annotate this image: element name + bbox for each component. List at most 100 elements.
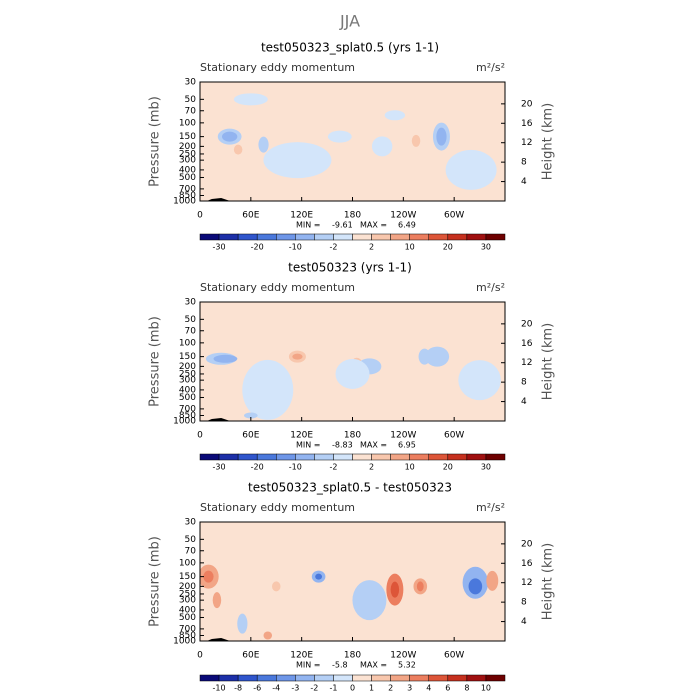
colorbar-box — [218, 674, 239, 682]
min-value: -9.61 — [332, 221, 353, 230]
min-label: MIN = — [296, 441, 321, 450]
topography — [206, 638, 231, 641]
colorbar-box — [314, 233, 334, 241]
colorbar-label: -10 — [289, 243, 302, 252]
colorbar-label: -6 — [253, 684, 261, 693]
y-tick-label: 100 — [179, 558, 196, 568]
y-tick-label: 250 — [179, 149, 196, 159]
colorbar-label: 6 — [445, 684, 450, 693]
colorbar-label: -1 — [329, 684, 337, 693]
y-tick-label: 1000 — [173, 637, 196, 647]
x-tick-label: 180 — [344, 431, 361, 441]
colorbar-box — [466, 674, 487, 682]
x-tick-label: 180 — [344, 211, 361, 221]
topography — [206, 198, 231, 201]
y-tick-label: 400 — [179, 165, 196, 175]
colorbar-label: 4 — [426, 684, 431, 693]
topography — [206, 418, 231, 421]
colorbar-label: 10 — [405, 243, 415, 252]
y-tick-label: 70 — [185, 326, 197, 336]
colorbar-box — [409, 674, 429, 682]
y2-tick-label: 16 — [521, 119, 533, 129]
colorbar-box — [314, 453, 334, 461]
colorbar-label: -10 — [213, 684, 226, 693]
min-label: MIN = — [296, 221, 321, 230]
y-tick-label: 300 — [179, 156, 196, 166]
y-tick-label: 1000 — [173, 417, 196, 427]
max-value: 5.32 — [398, 661, 416, 670]
colorbar-label: -4 — [272, 684, 280, 693]
colorbar-box — [390, 233, 410, 241]
colorbar-box — [352, 453, 372, 461]
colorbar-box — [237, 233, 258, 241]
contour-patch — [436, 127, 447, 146]
panel-subtitle: Stationary eddy momentum — [200, 61, 355, 74]
contour-patch — [352, 580, 387, 621]
colorbar-box — [276, 233, 296, 241]
y2-tick-label: 16 — [521, 339, 533, 349]
colorbar-box — [295, 674, 315, 682]
colorbar-box — [256, 233, 277, 241]
y-tick-label: 200 — [179, 362, 196, 372]
colorbar-box — [314, 674, 334, 682]
colorbar-box — [428, 674, 449, 682]
max-value: 6.49 — [398, 221, 416, 230]
min-label: MIN = — [296, 661, 321, 670]
contour-patch — [411, 134, 421, 147]
x-tick-label: 120W — [390, 211, 416, 221]
colorbar-label: -10 — [289, 463, 302, 472]
contour-patch — [222, 131, 238, 142]
colorbar-box — [333, 674, 353, 682]
colorbar-label: 8 — [464, 684, 469, 693]
contour-field — [200, 302, 505, 421]
x-tick-label: 180 — [344, 651, 361, 661]
contour-patch — [486, 570, 499, 591]
contour-field — [200, 82, 505, 201]
y-tick-label: 50 — [185, 95, 197, 105]
colorbar-box — [371, 453, 391, 461]
colorbar-label: 10 — [405, 463, 415, 472]
y-tick-label: 200 — [179, 142, 196, 152]
y2-axis-label: Height (km) — [541, 103, 556, 180]
x-tick-label: 0 — [197, 431, 203, 441]
colorbar-box — [199, 233, 220, 241]
colorbar-label: 1 — [369, 684, 374, 693]
y-tick-label: 50 — [185, 535, 197, 545]
colorbar-box — [276, 453, 296, 461]
y-tick-label: 300 — [179, 376, 196, 386]
y-tick-label: 70 — [185, 106, 197, 116]
colorbar-box — [466, 233, 487, 241]
colorbar-label: 20 — [443, 463, 453, 472]
y2-tick-label: 4 — [521, 617, 527, 627]
contour-patch — [242, 359, 294, 420]
y-tick-label: 850 — [179, 411, 196, 421]
contour-patch — [272, 581, 281, 592]
colorbar-label: 2 — [369, 463, 374, 472]
colorbar-label: -8 — [234, 684, 242, 693]
x-tick-label: 120W — [390, 651, 416, 661]
colorbar-box — [371, 233, 391, 241]
y-tick-label: 700 — [179, 404, 196, 414]
figure-title: JJA — [339, 12, 360, 31]
contour-patch — [233, 144, 243, 155]
x-tick-label: 120E — [290, 211, 313, 221]
y2-tick-label: 8 — [521, 598, 527, 608]
contour-patch — [327, 130, 352, 143]
y-axis-label: Pressure (mb) — [148, 96, 163, 187]
y-tick-label: 400 — [179, 385, 196, 395]
colorbar-box — [409, 233, 429, 241]
y2-tick-label: 8 — [521, 158, 527, 168]
contour-patch — [425, 346, 450, 367]
y2-tick-label: 12 — [521, 578, 532, 588]
contour-patch — [203, 570, 214, 583]
panel-title: test050323_splat0.5 (yrs 1-1) — [261, 41, 439, 55]
y-tick-label: 250 — [179, 589, 196, 599]
y-tick-label: 100 — [179, 338, 196, 348]
y-tick-label: 150 — [179, 132, 196, 142]
colorbar-label: 30 — [481, 243, 491, 252]
colorbar-label: 2 — [369, 243, 374, 252]
y-tick-label: 1000 — [173, 197, 196, 207]
colorbar-box — [276, 674, 296, 682]
contour-patch — [213, 354, 238, 363]
